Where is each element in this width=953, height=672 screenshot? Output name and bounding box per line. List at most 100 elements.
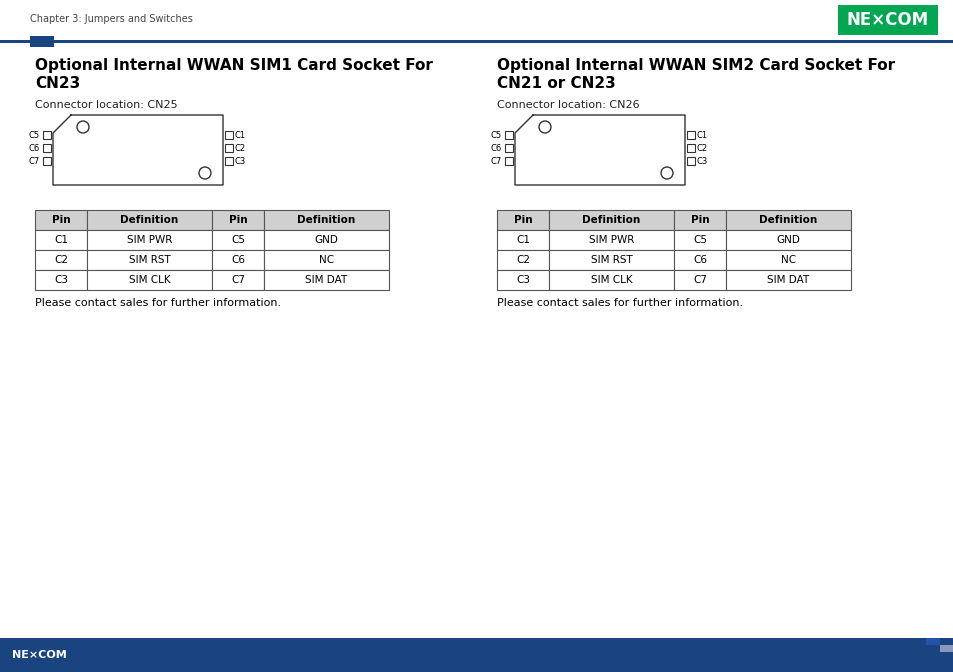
Bar [925, 638, 939, 645]
Text: GND: GND [314, 235, 338, 245]
Text: C6: C6 [692, 255, 706, 265]
Bar [225, 131, 233, 139]
Bar [264, 270, 389, 290]
Bar [35, 270, 87, 290]
Text: C2: C2 [54, 255, 68, 265]
Text: Chapter 3: Jumpers and Switches: Chapter 3: Jumpers and Switches [30, 14, 193, 24]
Text: Pin: Pin [229, 215, 247, 225]
Bar [504, 144, 513, 152]
Bar [548, 230, 673, 250]
Bar [35, 230, 87, 250]
Text: C2: C2 [234, 144, 246, 153]
Bar [673, 250, 725, 270]
Text: Definition: Definition [759, 215, 817, 225]
Bar [725, 210, 850, 230]
Bar [497, 270, 548, 290]
Text: C7: C7 [490, 157, 501, 166]
Text: Pin: Pin [690, 215, 709, 225]
Text: NE×COM: NE×COM [12, 650, 67, 660]
Bar [725, 270, 850, 290]
Text: Please contact sales for further information.: Please contact sales for further informa… [497, 298, 742, 308]
Text: SIM RST: SIM RST [129, 255, 171, 265]
Text: Definition: Definition [581, 215, 640, 225]
Bar [264, 210, 389, 230]
Bar [264, 230, 389, 250]
Text: C6: C6 [29, 144, 40, 153]
Bar [686, 144, 695, 152]
Bar [43, 131, 51, 139]
Bar [35, 250, 87, 270]
Text: Definition: Definition [297, 215, 355, 225]
Bar [87, 250, 212, 270]
Bar [837, 5, 937, 35]
Text: Connector location: CN25: Connector location: CN25 [35, 100, 177, 110]
Bar [548, 210, 673, 230]
Bar [548, 270, 673, 290]
Text: C7: C7 [29, 157, 40, 166]
Text: Please contact sales for further information.: Please contact sales for further informa… [35, 298, 281, 308]
Text: Pin: Pin [51, 215, 71, 225]
Bar [212, 230, 264, 250]
Bar [673, 230, 725, 250]
Text: CN23: CN23 [35, 76, 80, 91]
Bar [212, 250, 264, 270]
Text: C5: C5 [29, 131, 40, 140]
Text: SIM PWR: SIM PWR [588, 235, 634, 245]
Bar [939, 638, 953, 645]
Text: SIM RST: SIM RST [590, 255, 632, 265]
Text: C5: C5 [491, 131, 501, 140]
Bar [504, 157, 513, 165]
Text: Optional Internal WWAN SIM1 Card Socket For: Optional Internal WWAN SIM1 Card Socket … [35, 58, 433, 73]
Bar [212, 270, 264, 290]
Text: Connector location: CN26: Connector location: CN26 [497, 100, 639, 110]
Bar [43, 144, 51, 152]
Text: SIM PWR: SIM PWR [127, 235, 172, 245]
Text: C1: C1 [516, 235, 530, 245]
Bar [87, 230, 212, 250]
Text: Definition: Definition [120, 215, 178, 225]
Text: C7: C7 [692, 275, 706, 285]
Text: CN21 or CN23: CN21 or CN23 [497, 76, 615, 91]
Bar [673, 270, 725, 290]
Text: C2: C2 [697, 144, 707, 153]
Bar [0, 638, 953, 672]
Text: SIM DAT: SIM DAT [766, 275, 809, 285]
Bar [497, 250, 548, 270]
Bar [212, 210, 264, 230]
Bar [225, 144, 233, 152]
Bar [0, 40, 953, 43]
Text: C5: C5 [231, 235, 245, 245]
Text: NC: NC [781, 255, 795, 265]
Text: C6: C6 [231, 255, 245, 265]
Text: SIM CLK: SIM CLK [129, 275, 171, 285]
Bar [87, 270, 212, 290]
Bar [725, 250, 850, 270]
Text: C6: C6 [490, 144, 501, 153]
Bar [925, 645, 939, 652]
Text: NC: NC [318, 255, 334, 265]
Bar [939, 645, 953, 652]
Text: C3: C3 [54, 275, 68, 285]
Bar [264, 250, 389, 270]
Bar [548, 250, 673, 270]
Bar [30, 36, 54, 47]
Bar [497, 210, 548, 230]
Text: GND: GND [776, 235, 800, 245]
Text: NE×COM: NE×COM [846, 11, 928, 29]
Bar [686, 157, 695, 165]
Text: C5: C5 [692, 235, 706, 245]
Bar [504, 131, 513, 139]
Text: C2: C2 [516, 255, 530, 265]
Text: Pin: Pin [513, 215, 532, 225]
Text: C7: C7 [231, 275, 245, 285]
Text: C3: C3 [697, 157, 707, 166]
Text: C1: C1 [697, 131, 707, 140]
Bar [725, 230, 850, 250]
Bar [673, 210, 725, 230]
Bar [225, 157, 233, 165]
Text: C3: C3 [234, 157, 246, 166]
Bar [43, 157, 51, 165]
Bar [686, 131, 695, 139]
Text: SIM DAT: SIM DAT [305, 275, 347, 285]
Text: C1: C1 [54, 235, 68, 245]
